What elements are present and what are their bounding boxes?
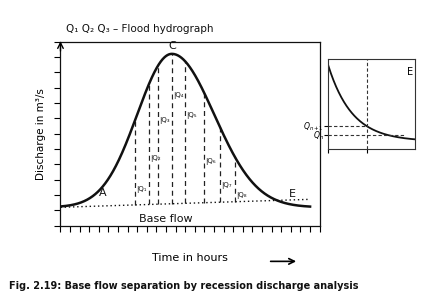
- Text: |Q₂: |Q₂: [150, 155, 160, 162]
- Text: E: E: [407, 67, 413, 77]
- Text: |Q₅: |Q₅: [186, 112, 197, 119]
- Text: Base flow: Base flow: [139, 214, 193, 224]
- Text: |Q₆: |Q₆: [206, 158, 216, 165]
- Text: |Q₄: |Q₄: [173, 92, 183, 99]
- Text: E: E: [289, 189, 296, 199]
- Text: Fig. 2.19: Base flow separation by recession discharge analysis: Fig. 2.19: Base flow separation by reces…: [9, 281, 358, 291]
- Text: $Q_n$: $Q_n$: [313, 129, 324, 142]
- Text: C: C: [168, 41, 176, 51]
- Text: |Q₈: |Q₈: [236, 192, 247, 199]
- Y-axis label: Discharge in m³/s: Discharge in m³/s: [36, 88, 46, 180]
- Text: |Q₃: |Q₃: [159, 117, 170, 124]
- Text: |Q₇: |Q₇: [221, 182, 231, 189]
- Text: A: A: [99, 188, 107, 198]
- Text: Q₁ Q₂ Q₃ – Flood hydrograph: Q₁ Q₂ Q₃ – Flood hydrograph: [66, 24, 213, 34]
- Text: |Q₁: |Q₁: [137, 186, 147, 193]
- Text: $Q_{n+1}$: $Q_{n+1}$: [303, 120, 324, 133]
- Text: Time in hours: Time in hours: [152, 253, 228, 263]
